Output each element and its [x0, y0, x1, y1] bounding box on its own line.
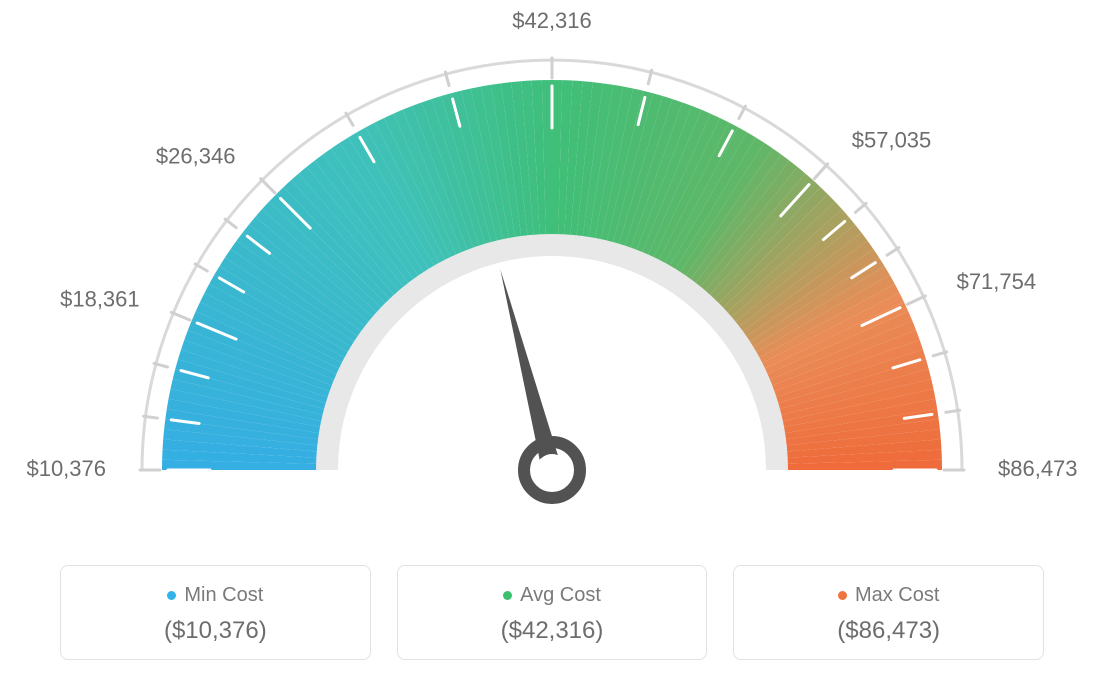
legend-label-text: Min Cost	[184, 584, 263, 607]
dot-icon	[503, 591, 512, 600]
legend-label-text: Max Cost	[855, 584, 939, 607]
legend-avg-label: Avg Cost	[408, 584, 697, 607]
gauge-chart: $10,376 $18,361 $26,346 $42,316 $57,035 $71,7…	[0, 0, 1104, 530]
svg-text:$71,754: $71,754	[957, 269, 1037, 294]
legend-row: Min Cost ($10,376) Avg Cost ($42,316) Ma…	[0, 565, 1104, 660]
svg-text:$10,376: $10,376	[26, 456, 106, 481]
svg-text:$57,035: $57,035	[852, 127, 932, 152]
legend-min-label: Min Cost	[71, 584, 360, 607]
cost-gauge-container: $10,376 $18,361 $26,346 $42,316 $57,035 $71,7…	[0, 0, 1104, 690]
legend-min-value: ($10,376)	[71, 617, 360, 645]
legend-max-label: Max Cost	[744, 584, 1033, 607]
svg-text:$18,361: $18,361	[60, 287, 140, 312]
svg-text:$86,473: $86,473	[998, 456, 1078, 481]
svg-text:$26,346: $26,346	[156, 143, 236, 168]
legend-min: Min Cost ($10,376)	[60, 565, 371, 660]
dot-icon	[838, 591, 847, 600]
dot-icon	[167, 591, 176, 600]
legend-avg-value: ($42,316)	[408, 617, 697, 645]
legend-label-text: Avg Cost	[520, 584, 601, 607]
legend-avg: Avg Cost ($42,316)	[397, 565, 708, 660]
legend-max: Max Cost ($86,473)	[733, 565, 1044, 660]
legend-max-value: ($86,473)	[744, 617, 1033, 645]
svg-text:$42,316: $42,316	[512, 8, 592, 33]
